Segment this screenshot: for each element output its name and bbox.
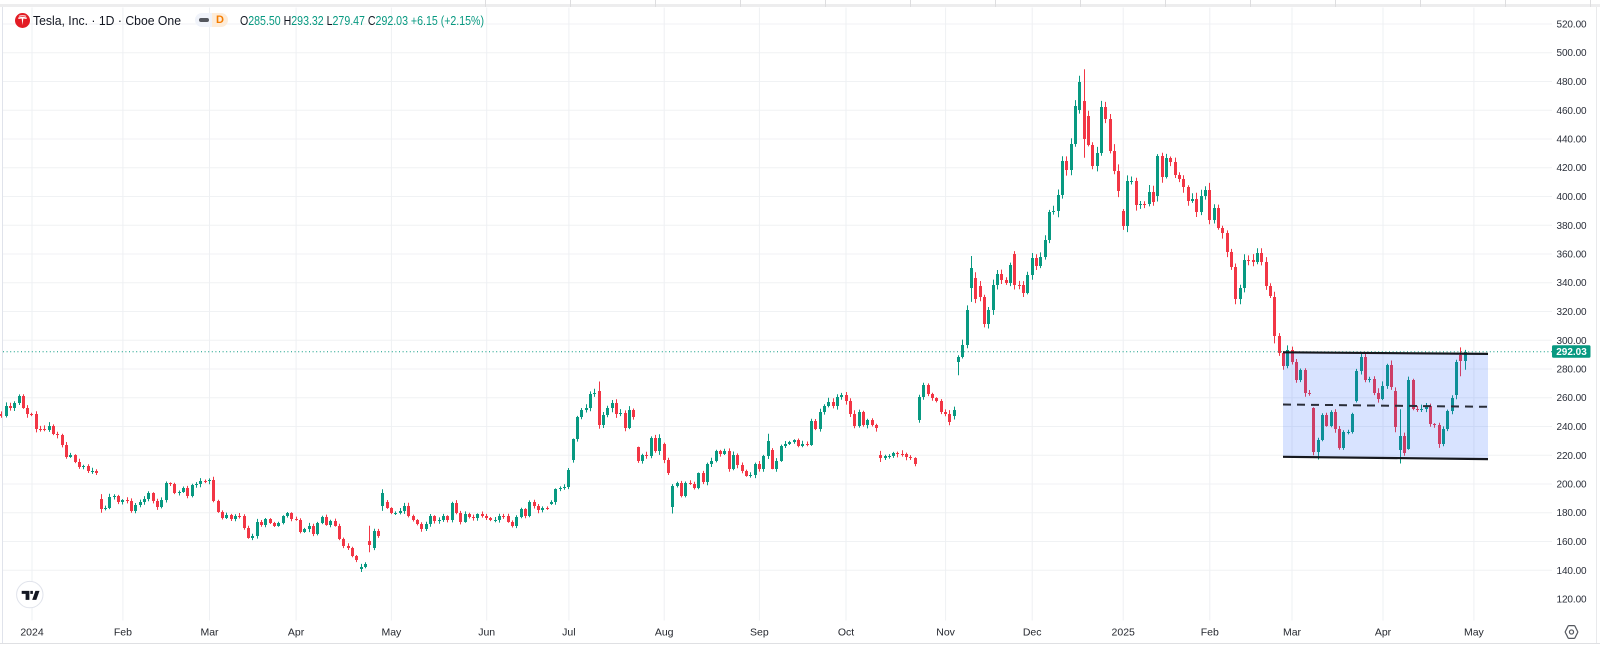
svg-text:Sep: Sep bbox=[750, 627, 769, 639]
svg-text:Jun: Jun bbox=[478, 627, 495, 639]
svg-text:Feb: Feb bbox=[1201, 627, 1219, 639]
svg-text:220.00: 220.00 bbox=[1557, 451, 1588, 462]
svg-text:320.00: 320.00 bbox=[1557, 307, 1588, 318]
svg-text:280.00: 280.00 bbox=[1557, 365, 1588, 376]
svg-text:Nov: Nov bbox=[936, 627, 955, 639]
svg-text:400.00: 400.00 bbox=[1557, 192, 1588, 203]
svg-text:260.00: 260.00 bbox=[1557, 393, 1588, 404]
svg-text:340.00: 340.00 bbox=[1557, 278, 1588, 289]
svg-text:180.00: 180.00 bbox=[1557, 508, 1588, 519]
svg-text:Oct: Oct bbox=[838, 627, 854, 639]
svg-text:520.00: 520.00 bbox=[1557, 20, 1588, 31]
svg-text:Mar: Mar bbox=[1283, 627, 1302, 639]
svg-text:Apr: Apr bbox=[1375, 627, 1392, 639]
svg-text:May: May bbox=[1464, 627, 1485, 639]
svg-text:200.00: 200.00 bbox=[1557, 480, 1588, 491]
svg-text:300.00: 300.00 bbox=[1557, 336, 1588, 347]
svg-text:500.00: 500.00 bbox=[1557, 48, 1588, 59]
svg-text:May: May bbox=[381, 627, 402, 639]
svg-text:Jul: Jul bbox=[562, 627, 575, 639]
svg-text:Mar: Mar bbox=[200, 627, 219, 639]
svg-text:140.00: 140.00 bbox=[1557, 566, 1588, 577]
svg-text:Aug: Aug bbox=[655, 627, 674, 639]
svg-text:460.00: 460.00 bbox=[1557, 106, 1588, 117]
svg-text:292.03: 292.03 bbox=[1556, 347, 1587, 358]
svg-text:2024: 2024 bbox=[20, 627, 44, 639]
svg-text:440.00: 440.00 bbox=[1557, 135, 1588, 146]
svg-text:Dec: Dec bbox=[1023, 627, 1042, 639]
svg-text:120.00: 120.00 bbox=[1557, 595, 1588, 606]
svg-text:420.00: 420.00 bbox=[1557, 163, 1588, 174]
svg-text:Feb: Feb bbox=[114, 627, 132, 639]
svg-text:380.00: 380.00 bbox=[1557, 221, 1588, 232]
svg-text:360.00: 360.00 bbox=[1557, 250, 1588, 261]
svg-text:240.00: 240.00 bbox=[1557, 422, 1588, 433]
svg-text:Apr: Apr bbox=[288, 627, 305, 639]
svg-text:480.00: 480.00 bbox=[1557, 77, 1588, 88]
svg-text:2025: 2025 bbox=[1112, 627, 1136, 639]
svg-text:160.00: 160.00 bbox=[1557, 537, 1588, 548]
